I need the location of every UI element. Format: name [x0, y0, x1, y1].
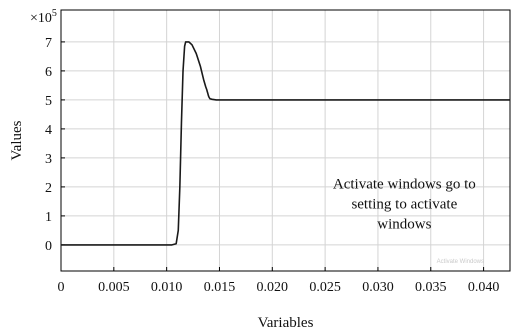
y-axis-label: Values: [9, 120, 25, 160]
y-tick-label: 7: [45, 36, 52, 51]
x-tick-label: 0.025: [309, 280, 341, 295]
watermark-text: Activate Windows: [437, 259, 484, 265]
y-tick-label: 1: [45, 210, 52, 225]
grid-lines: [61, 10, 510, 271]
x-tick-label: 0: [58, 280, 65, 295]
x-tick-label: 0.005: [98, 280, 130, 295]
y-tick-label: 6: [45, 65, 52, 80]
y-tick-label: 2: [45, 181, 52, 196]
y-tick-label: 3: [45, 152, 52, 167]
series-line: [61, 41, 510, 246]
x-tick-label: 0.015: [204, 280, 236, 295]
y-axis-multiplier: ×105: [30, 8, 57, 26]
series-group: [61, 41, 510, 246]
y-tick-label: 0: [45, 239, 52, 254]
x-tick-label: 0.035: [415, 280, 447, 295]
x-tick-label: 0.020: [257, 280, 289, 295]
x-axis-label: Variables: [258, 315, 314, 331]
x-tick-label: 0.010: [151, 280, 183, 295]
x-tick-label: 0.030: [362, 280, 394, 295]
x-tick-label: 0.040: [468, 280, 500, 295]
plot-frame: [60, 9, 511, 272]
y-tick-label: 4: [45, 123, 52, 138]
annotation-text: Activate windows go to setting to activat…: [333, 176, 476, 232]
axis-ticks: 0 0.005 0.010 0.015 0.020 0.025 0.030 0.035 0.04…: [45, 36, 499, 295]
y-tick-label: 5: [45, 94, 52, 109]
annotations: Activate windows go to setting to activat…: [333, 176, 484, 265]
